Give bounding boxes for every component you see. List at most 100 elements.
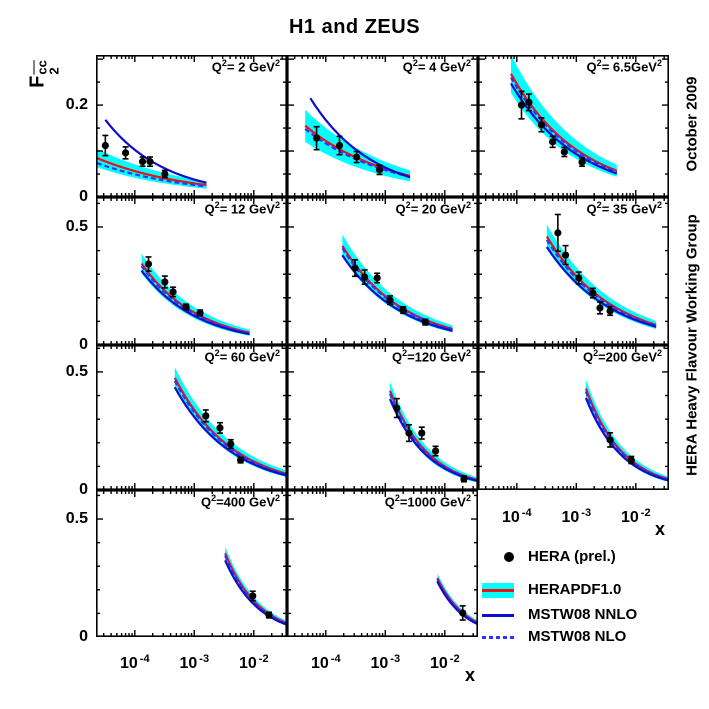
x-tick-label: 10 -4: [501, 507, 532, 526]
x-axis-title-bottom: x: [464, 665, 475, 685]
panel-frame: [96, 197, 287, 345]
data-point: [202, 412, 210, 420]
data-point: [549, 138, 557, 146]
data-point: [589, 289, 597, 297]
data-point: [351, 264, 359, 272]
x-tick-label: 10 -3: [370, 653, 401, 672]
data-point: [161, 170, 169, 178]
herapdf-band-marker: [482, 583, 514, 598]
herapdf-band: [437, 573, 477, 625]
herapdf-band: [511, 56, 617, 177]
y-tick-label: 0: [79, 481, 88, 498]
data-point: [265, 611, 273, 619]
data-point: [399, 306, 407, 314]
y-tick-label: 0: [79, 188, 88, 205]
data-point: [560, 148, 568, 156]
nnlo-curve: [388, 398, 477, 482]
data-point: [169, 288, 177, 296]
data-point: [146, 158, 154, 166]
nnlo-curve: [104, 119, 207, 184]
herapdf-central-line-marker: [482, 589, 514, 592]
data-point: [196, 309, 204, 317]
nnlo-line-marker: [482, 614, 514, 617]
data-point: [431, 447, 440, 455]
panel-q2-12: Q2= 12 GeV2: [96, 197, 287, 345]
herapdf-band: [225, 546, 286, 626]
data-point: [386, 296, 394, 304]
legend-label-hera: HERA (prel.): [528, 548, 616, 565]
data-point: [335, 141, 344, 150]
herapdf-central-line: [173, 377, 286, 475]
data-point: [418, 429, 426, 437]
nlo-curve: [140, 265, 250, 335]
legend-label-nlo: MSTW08 NLO: [528, 628, 627, 645]
panel-q2-label: Q2= 60 GeV2: [204, 348, 280, 365]
panel-q2-label: Q2= 2 GeV2: [211, 58, 280, 75]
y-tick-label: 0.2: [65, 96, 88, 114]
herapdf-band: [390, 381, 477, 483]
herapdf-central-line: [584, 388, 668, 481]
data-point: [138, 158, 147, 166]
axis-ticks: [478, 55, 669, 197]
panel-q2-label: Q2= 35 GeV2: [586, 200, 662, 217]
data-point: [216, 424, 224, 432]
nlo-curve: [97, 161, 207, 188]
axis-ticks: [96, 345, 287, 490]
data-point: [578, 158, 586, 166]
panel-curves: [510, 56, 618, 177]
nlo-curve: [584, 391, 668, 481]
nnlo-curve: [436, 581, 477, 626]
data-point: [249, 592, 257, 600]
axis-ticks: [96, 490, 287, 637]
panel-curves: [545, 213, 657, 329]
panel-q2-200: Q2=200 GeV2: [478, 345, 669, 490]
panel-q2-60: Q2= 60 GeV2: [96, 345, 287, 490]
panel-plot: [287, 55, 478, 197]
data-point: [161, 278, 169, 286]
data-point: [312, 134, 321, 142]
nlo-curve: [341, 247, 453, 331]
panel-curves: [304, 97, 411, 182]
legend-item-nlo: MSTW08 NLO: [482, 628, 668, 646]
legend-item-hera: HERA (prel.): [482, 548, 668, 566]
panel-plot: [287, 490, 478, 637]
panel-frame: [96, 490, 287, 637]
herapdf-band: [305, 109, 410, 182]
data-point: [554, 229, 562, 237]
panel-q2-35: Q2= 35 GeV2: [478, 197, 669, 345]
panel-plot: [96, 55, 287, 197]
data-point: [596, 304, 604, 312]
x-tick-label: 10 -4: [119, 653, 150, 672]
panel-q2-400: Q2=400 GeV2: [96, 490, 287, 637]
axis-ticks: [287, 197, 478, 345]
panel-q2-120: Q2=120 GeV2: [287, 345, 478, 490]
nnlo-curve: [173, 386, 286, 477]
hera-point-marker: [504, 552, 514, 562]
panel-q2-label: Q2=1000 GeV2: [384, 493, 471, 510]
legend: HERA (prel.) HERAPDF1.0 MSTW08 NNLO MSTW…: [482, 540, 668, 650]
panel-plot: [478, 345, 669, 490]
panel-frame: [478, 197, 669, 345]
data-point: [361, 273, 369, 281]
panel-frame: [96, 55, 287, 197]
y-axis-scripts: cc 2: [35, 60, 62, 74]
watermark-group: HERA Heavy Flavour Working Group: [683, 214, 701, 476]
nlo-curve: [304, 128, 411, 178]
panel-q2-label: Q2= 4 GeV2: [402, 58, 471, 75]
panel-q2-2: Q2= 2 GeV2: [96, 55, 287, 197]
data-point: [144, 260, 153, 268]
herapdf-central-line: [388, 390, 477, 481]
y-axis-base: F: [26, 75, 49, 88]
x-tick-label: 10 -4: [310, 653, 341, 672]
herapdf-band: [97, 148, 207, 189]
nlo-curve: [224, 555, 286, 625]
data-point: [121, 149, 130, 157]
panel-plot: [96, 345, 287, 490]
panel-curves: [584, 379, 668, 482]
panel-frame: [96, 345, 287, 490]
y-tick-label: 0: [79, 336, 88, 353]
herapdf-central-line: [341, 245, 453, 331]
herapdf-central-line: [545, 235, 657, 326]
herapdf-band: [342, 234, 453, 333]
